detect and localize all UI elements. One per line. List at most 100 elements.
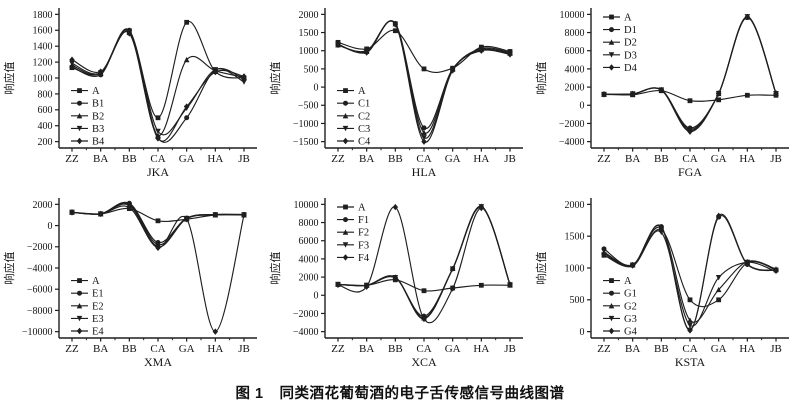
svg-text:6000: 6000 <box>299 236 319 247</box>
svg-text:C3: C3 <box>358 124 370 135</box>
svg-text:1000: 1000 <box>565 263 585 274</box>
svg-text:BA: BA <box>93 343 108 355</box>
svg-text:HLA: HLA <box>412 165 437 179</box>
svg-text:B2: B2 <box>92 111 104 122</box>
svg-text:HA: HA <box>739 153 755 165</box>
svg-text:E3: E3 <box>92 314 104 325</box>
svg-text:E2: E2 <box>92 301 104 312</box>
svg-text:JB: JB <box>504 153 516 165</box>
svg-text:1400: 1400 <box>33 42 53 53</box>
svg-text:1500: 1500 <box>299 28 319 39</box>
svg-text:−1500: −1500 <box>293 137 319 148</box>
svg-text:BA: BA <box>625 153 640 165</box>
svg-text:JB: JB <box>770 153 782 165</box>
figure-caption: 图 1 同类酒花葡萄酒的电子舌传感信号曲线图谱 <box>0 382 800 403</box>
svg-text:C2: C2 <box>358 111 370 122</box>
figure-caption-text: 同类酒花葡萄酒的电子舌传感信号曲线图谱 <box>279 386 565 402</box>
svg-text:BB: BB <box>654 343 669 355</box>
svg-text:C4: C4 <box>358 137 371 148</box>
line-chart-svg: −10000 −8000 −6000 −4000 −2000 0 2000 ZZ BA BB CA G… <box>2 198 257 369</box>
svg-text:D4: D4 <box>624 63 638 74</box>
charts-grid: 200 400 600 800 1000 1200 1400 1600 1800 ZZ BA BB CA… <box>1 0 799 380</box>
svg-text:600: 600 <box>38 105 53 116</box>
svg-text:10000: 10000 <box>560 10 585 21</box>
svg-text:GA: GA <box>445 343 461 355</box>
svg-text:GA: GA <box>179 153 195 165</box>
svg-text:ZZ: ZZ <box>597 153 611 165</box>
svg-text:CA: CA <box>682 343 697 355</box>
svg-text:500: 500 <box>570 295 585 306</box>
svg-text:CA: CA <box>416 153 431 165</box>
svg-text:1600: 1600 <box>33 26 53 37</box>
svg-text:JB: JB <box>504 343 516 355</box>
svg-text:ZZ: ZZ <box>65 343 79 355</box>
svg-text:JB: JB <box>770 343 782 355</box>
svg-text:2000: 2000 <box>299 272 319 283</box>
svg-text:B4: B4 <box>92 137 105 148</box>
svg-text:HA: HA <box>473 343 489 355</box>
svg-text:0: 0 <box>314 82 319 93</box>
svg-text:ZZ: ZZ <box>65 153 79 165</box>
svg-text:G2: G2 <box>624 301 637 312</box>
svg-text:−1000: −1000 <box>293 119 319 130</box>
svg-text:−4000: −4000 <box>293 327 319 338</box>
svg-text:F4: F4 <box>358 253 370 264</box>
svg-text:500: 500 <box>304 64 319 75</box>
svg-text:E1: E1 <box>92 289 104 300</box>
chart-xma: −10000 −8000 −6000 −4000 −2000 0 2000 ZZ BA BB CA G… <box>1 190 267 380</box>
svg-text:−4000: −4000 <box>559 137 585 148</box>
svg-text:−2000: −2000 <box>293 309 319 320</box>
svg-text:6000: 6000 <box>565 46 585 57</box>
svg-text:CA: CA <box>416 343 431 355</box>
svg-text:B3: B3 <box>92 124 104 135</box>
svg-text:FGA: FGA <box>678 165 702 179</box>
svg-text:响应值: 响应值 <box>268 62 282 95</box>
svg-text:4000: 4000 <box>565 64 585 75</box>
svg-text:F1: F1 <box>358 215 369 226</box>
svg-text:XMA: XMA <box>144 355 172 369</box>
svg-text:KSTA: KSTA <box>675 355 706 369</box>
svg-text:HA: HA <box>473 153 489 165</box>
line-chart-svg: −4000 −2000 0 2000 4000 6000 8000 10000 ZZ BA BB CA… <box>268 198 523 369</box>
svg-text:响应值: 响应值 <box>268 252 282 285</box>
svg-text:1000: 1000 <box>299 46 319 57</box>
svg-text:GA: GA <box>179 343 195 355</box>
svg-text:G4: G4 <box>624 327 638 338</box>
figure-caption-label: 图 1 <box>235 386 264 402</box>
svg-text:CA: CA <box>682 153 697 165</box>
svg-text:−6000: −6000 <box>27 285 53 296</box>
svg-text:BA: BA <box>359 153 374 165</box>
svg-text:800: 800 <box>38 89 53 100</box>
svg-text:F3: F3 <box>358 240 369 251</box>
svg-text:4000: 4000 <box>299 254 319 265</box>
svg-text:D3: D3 <box>624 50 637 61</box>
line-chart-svg: 200 400 600 800 1000 1200 1400 1600 1800 ZZ BA BB CA… <box>2 8 257 179</box>
svg-text:GA: GA <box>445 153 461 165</box>
svg-text:BA: BA <box>93 153 108 165</box>
svg-text:HA: HA <box>207 153 223 165</box>
chart-fga: −4000 −2000 0 2000 4000 6000 8000 10000 ZZ BA BB CA… <box>533 0 799 190</box>
svg-text:E4: E4 <box>92 327 104 338</box>
svg-text:A: A <box>92 276 100 287</box>
svg-text:XCA: XCA <box>411 355 437 369</box>
svg-text:B1: B1 <box>92 99 104 110</box>
svg-text:−500: −500 <box>298 101 319 112</box>
svg-text:A: A <box>358 203 366 214</box>
svg-text:1200: 1200 <box>33 57 53 68</box>
line-chart-svg: −4000 −2000 0 2000 4000 6000 8000 10000 ZZ BA BB CA… <box>534 8 789 179</box>
svg-text:ZZ: ZZ <box>331 343 345 355</box>
svg-text:A: A <box>92 86 100 97</box>
chart-ksta: 0 500 1000 1500 2000 ZZ BA BB CA GA HA JB KSTA 响应值 A G1… <box>533 190 799 380</box>
svg-text:JKA: JKA <box>147 165 169 179</box>
svg-text:−10000: −10000 <box>22 327 53 338</box>
svg-text:0: 0 <box>580 327 585 338</box>
svg-text:BB: BB <box>388 153 403 165</box>
svg-text:JB: JB <box>238 153 250 165</box>
svg-text:响应值: 响应值 <box>2 62 16 95</box>
svg-text:−8000: −8000 <box>27 306 53 317</box>
svg-text:响应值: 响应值 <box>534 62 548 95</box>
line-chart-svg: −1500 −1000 −500 0 500 1000 1500 2000 ZZ BA BB CA GA… <box>268 8 523 179</box>
svg-text:1500: 1500 <box>565 232 585 243</box>
svg-text:0: 0 <box>48 221 53 232</box>
svg-text:F2: F2 <box>358 228 369 239</box>
